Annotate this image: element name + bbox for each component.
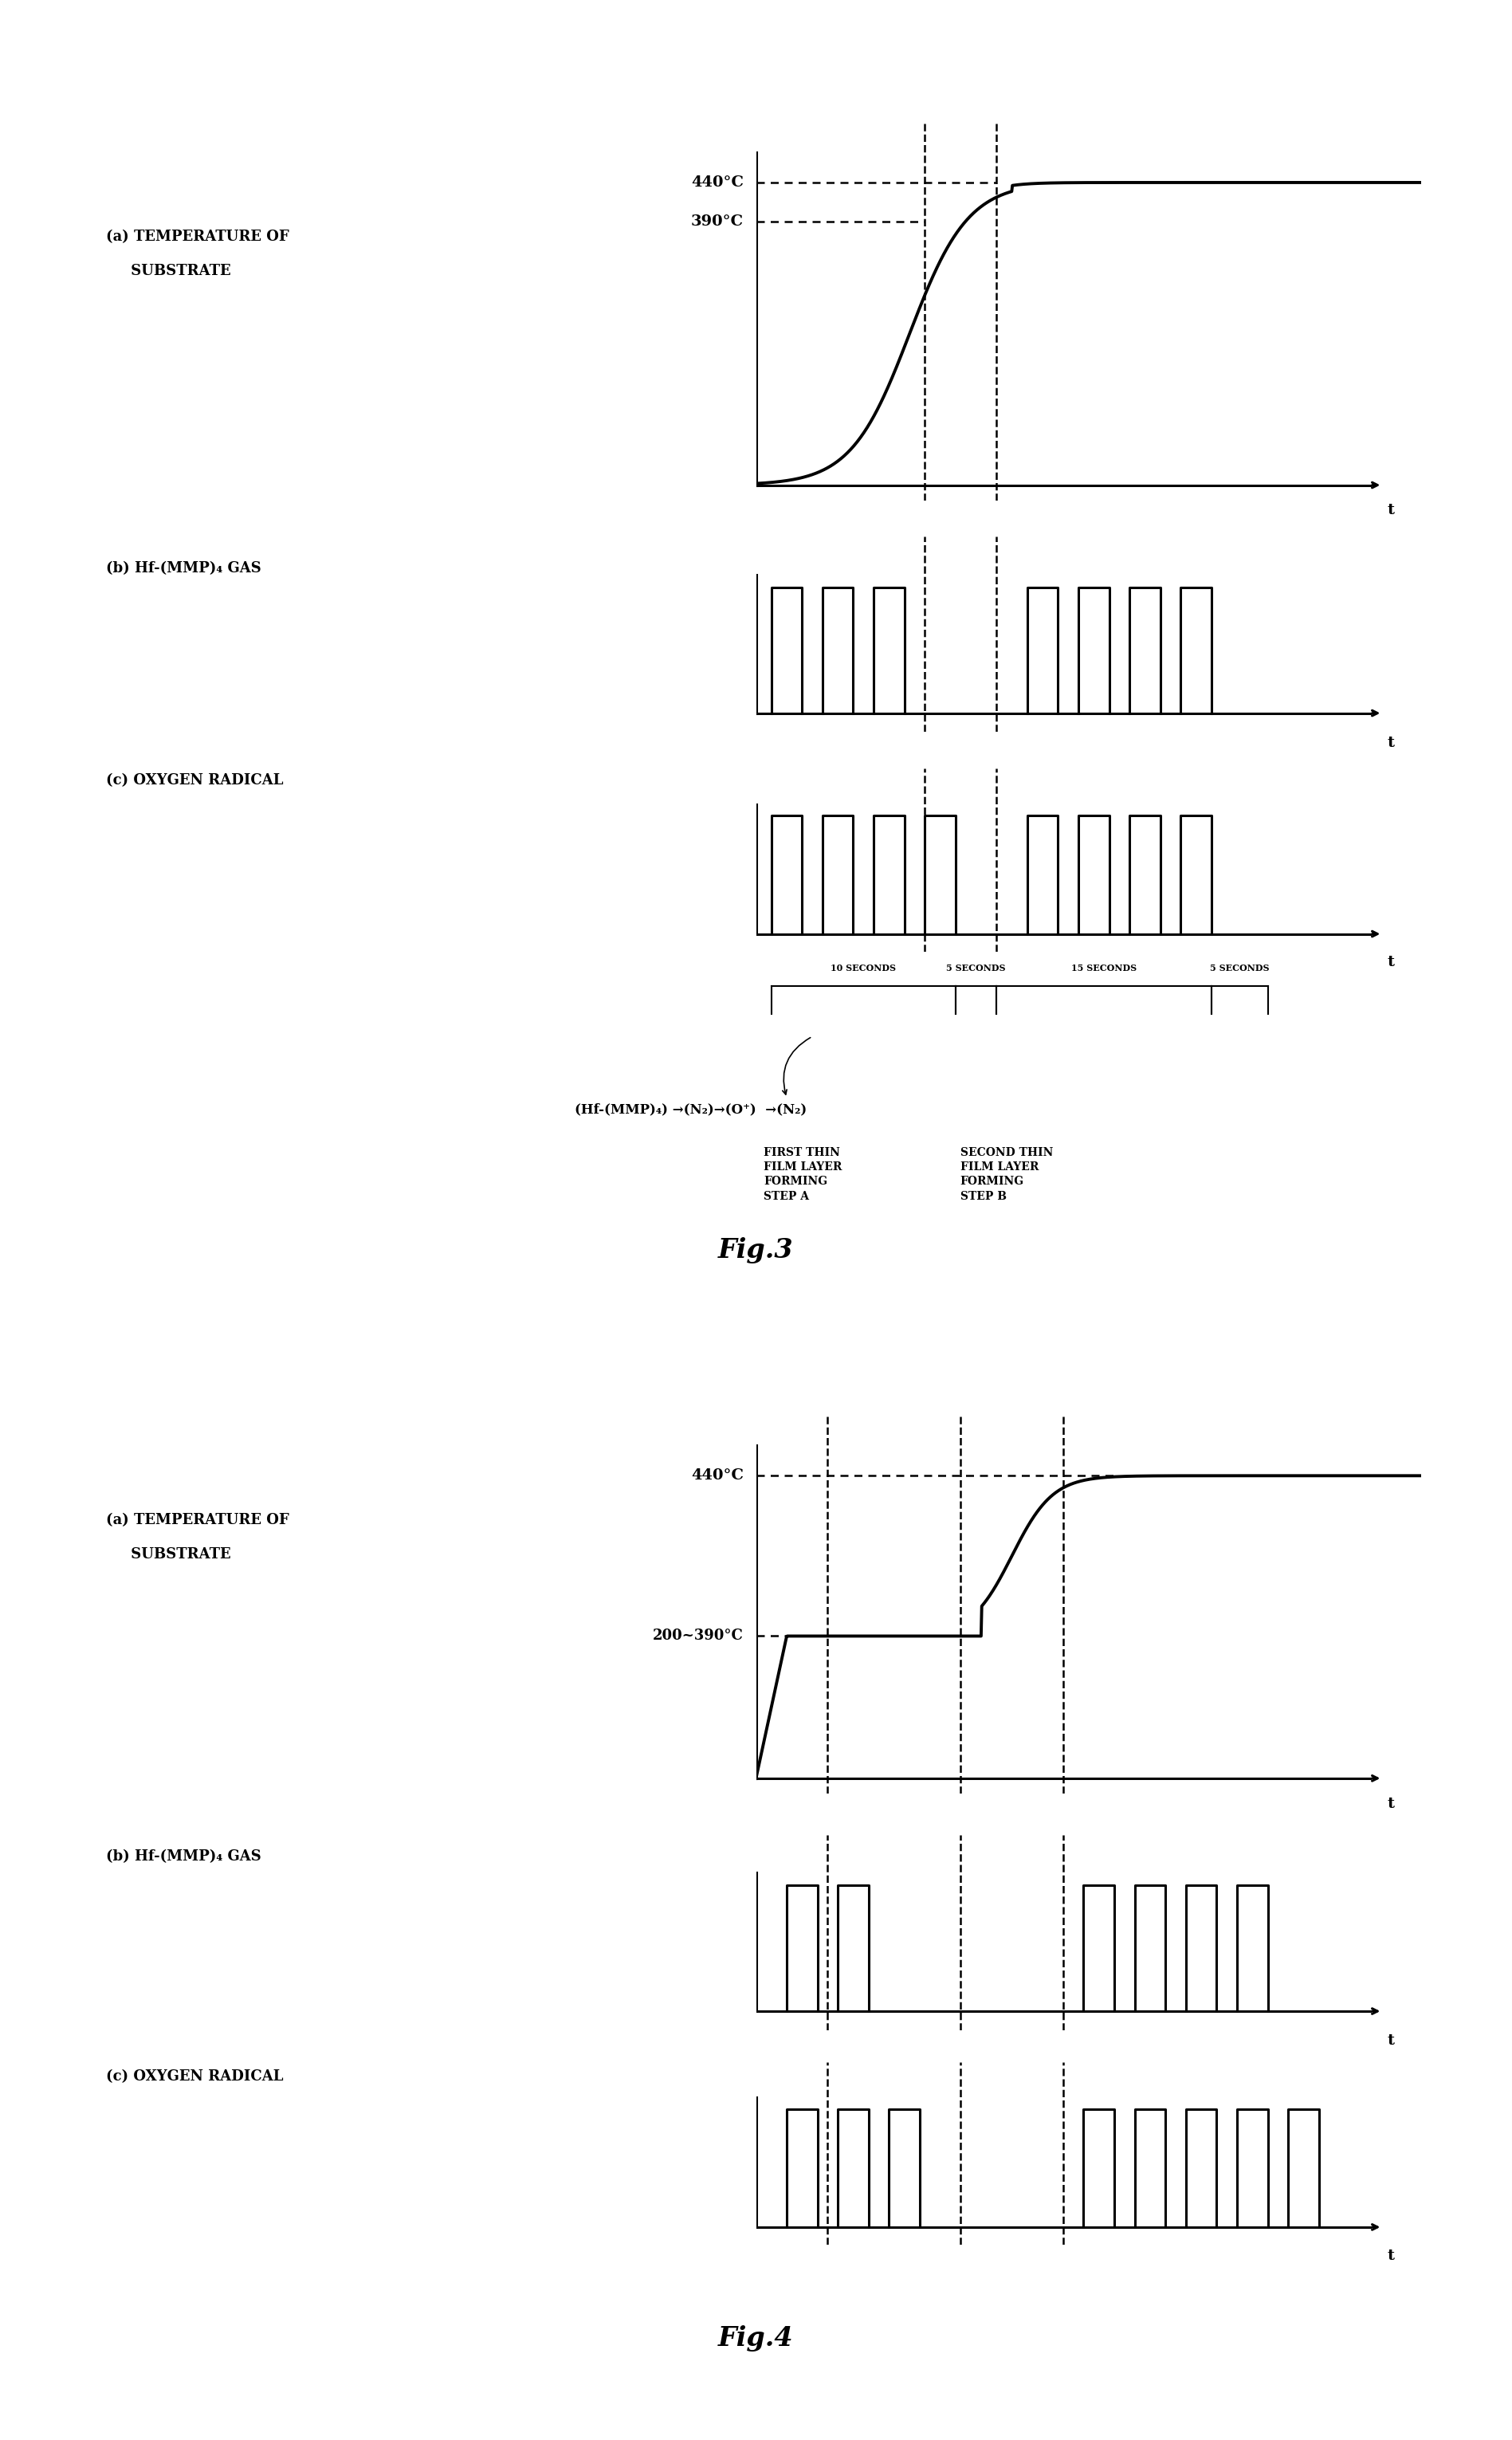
- Text: t: t: [1387, 954, 1394, 969]
- Text: 5 SECONDS: 5 SECONDS: [947, 964, 1005, 974]
- Text: 200~390°C: 200~390°C: [653, 1630, 744, 1642]
- Text: Fig.3: Fig.3: [718, 1237, 794, 1264]
- Text: (c) OXYGEN RADICAL: (c) OXYGEN RADICAL: [106, 2069, 283, 2084]
- Text: t: t: [1387, 2035, 1394, 2047]
- Text: 440°C: 440°C: [691, 176, 744, 190]
- Text: 390°C: 390°C: [691, 215, 744, 229]
- Text: t: t: [1387, 503, 1394, 517]
- Text: (b) Hf-(MMP)₄ GAS: (b) Hf-(MMP)₄ GAS: [106, 1850, 262, 1864]
- Text: (a) TEMPERATURE OF: (a) TEMPERATURE OF: [106, 1513, 289, 1527]
- Text: (Hf-(MMP)₄) →(N₂)→(O⁺)  →(N₂): (Hf-(MMP)₄) →(N₂)→(O⁺) →(N₂): [575, 1103, 807, 1118]
- Text: (b) Hf-(MMP)₄ GAS: (b) Hf-(MMP)₄ GAS: [106, 561, 262, 576]
- Text: t: t: [1387, 737, 1394, 749]
- Text: Fig.4: Fig.4: [718, 2325, 794, 2352]
- Text: SUBSTRATE: SUBSTRATE: [106, 264, 231, 278]
- Text: FIRST THIN
FILM LAYER
FORMING
STEP A: FIRST THIN FILM LAYER FORMING STEP A: [764, 1147, 842, 1203]
- Text: t: t: [1387, 2247, 1394, 2262]
- Text: 15 SECONDS: 15 SECONDS: [1072, 964, 1137, 974]
- Text: (c) OXYGEN RADICAL: (c) OXYGEN RADICAL: [106, 773, 283, 788]
- Text: 10 SECONDS: 10 SECONDS: [830, 964, 897, 974]
- Text: SECOND THIN
FILM LAYER
FORMING
STEP B: SECOND THIN FILM LAYER FORMING STEP B: [960, 1147, 1052, 1203]
- Text: (a) TEMPERATURE OF: (a) TEMPERATURE OF: [106, 229, 289, 244]
- Text: SUBSTRATE: SUBSTRATE: [106, 1547, 231, 1562]
- Text: t: t: [1387, 1796, 1394, 1810]
- Text: 440°C: 440°C: [691, 1469, 744, 1484]
- Text: 5 SECONDS: 5 SECONDS: [1210, 964, 1269, 974]
